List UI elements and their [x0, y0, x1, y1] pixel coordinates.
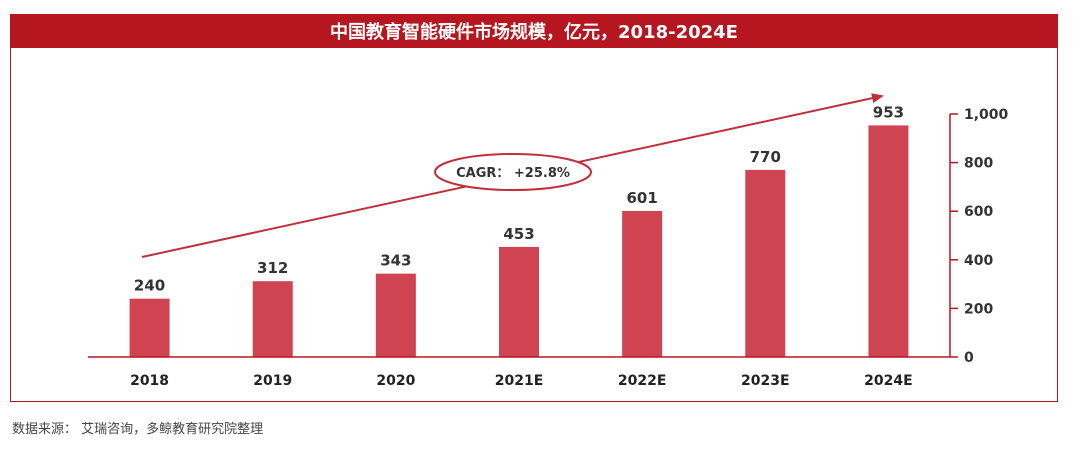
bar — [745, 169, 786, 357]
data-label: 453 — [503, 225, 534, 243]
data-label: 343 — [380, 252, 411, 270]
y-tick-label: 1,000 — [964, 107, 1009, 123]
y-tick-label: 600 — [964, 204, 993, 220]
axis-layer: 0 200 400 600 800 1,000 — [88, 107, 1009, 366]
category-label: 2018 — [130, 373, 169, 389]
bar — [868, 125, 909, 358]
bars-layer: 240 2018 312 2019 343 2020 453 2021E 601 2022E 770… — [129, 103, 913, 389]
annotation-layer: CAGR： +25.8% — [141, 93, 884, 258]
y-tick-label: 0 — [964, 350, 974, 366]
data-label: 770 — [750, 148, 781, 166]
bar — [499, 246, 539, 357]
data-label: 312 — [257, 259, 288, 277]
data-label: 953 — [873, 103, 904, 121]
source-note: 数据来源： 艾瑞咨询，多鲸教育研究院整理 — [12, 422, 264, 437]
cagr-ellipse — [434, 153, 592, 191]
cagr-label: CAGR： +25.8% — [456, 166, 570, 181]
chart-title: 中国教育智能硬件市场规模，亿元，2018-2024E — [10, 14, 1058, 48]
data-label: 601 — [626, 189, 657, 207]
category-label: 2020 — [376, 373, 415, 389]
category-label: 2019 — [253, 373, 292, 389]
bar — [622, 210, 663, 357]
bar — [375, 273, 416, 357]
y-tick-label: 200 — [964, 301, 993, 317]
y-tick-label: 800 — [964, 156, 993, 172]
data-label: 240 — [134, 277, 165, 295]
category-label: 2023E — [741, 373, 790, 389]
bar — [252, 281, 293, 357]
y-tick-label: 400 — [964, 253, 993, 269]
category-label: 2024E — [864, 373, 913, 389]
category-label: 2022E — [618, 373, 667, 389]
category-label: 2021E — [495, 373, 544, 389]
bar — [129, 298, 170, 357]
